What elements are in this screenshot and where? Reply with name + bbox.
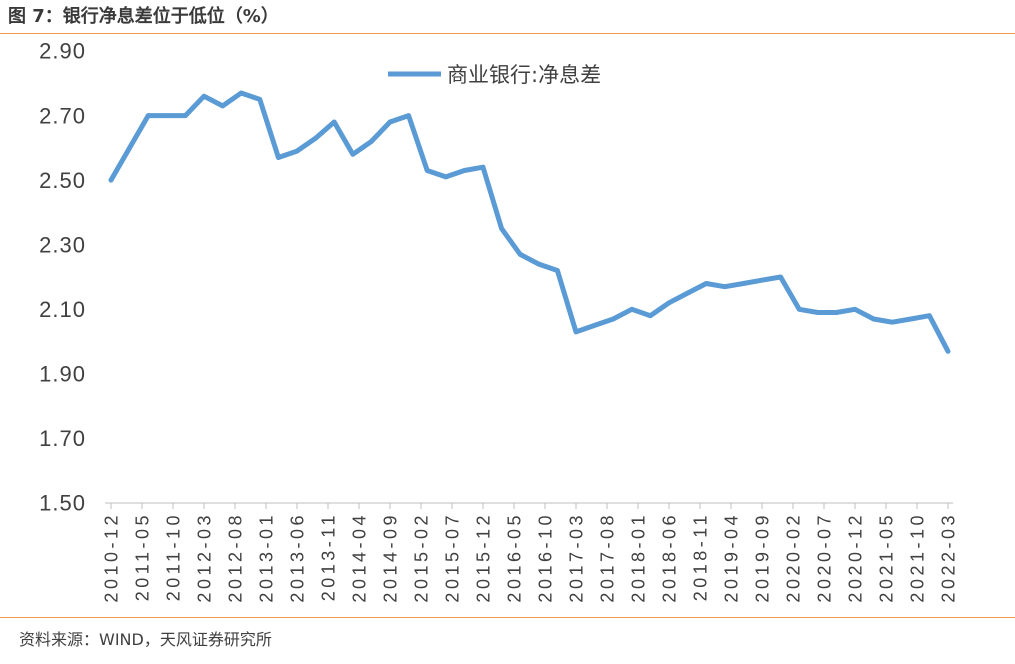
series-line bbox=[108, 90, 951, 354]
data-point bbox=[703, 281, 709, 286]
x-tick-label: 2013-11 bbox=[318, 512, 338, 601]
x-tick-label: 2010-12 bbox=[101, 512, 121, 603]
data-point bbox=[406, 113, 411, 118]
x-tick-label: 2022-03 bbox=[938, 512, 958, 603]
y-tick-label: 1.70 bbox=[39, 426, 86, 451]
x-tick-label: 2018-01 bbox=[628, 512, 648, 603]
y-tick-label: 1.90 bbox=[39, 362, 86, 387]
y-axis-labels: 1.50 1.70 1.90 2.10 2.30 2.50 2.70 2.90 bbox=[39, 39, 86, 516]
data-point bbox=[871, 316, 876, 322]
data-point bbox=[741, 281, 746, 286]
x-tick-label: 2012-03 bbox=[194, 512, 214, 603]
x-tick-label: 2020-02 bbox=[783, 512, 803, 603]
data-point bbox=[685, 290, 690, 296]
x-tick-label: 2012-08 bbox=[225, 512, 245, 603]
data-point bbox=[908, 316, 914, 322]
data-point bbox=[648, 313, 653, 319]
data-point bbox=[424, 168, 430, 173]
data-point bbox=[220, 103, 225, 109]
data-point bbox=[945, 349, 951, 354]
data-point bbox=[573, 329, 579, 335]
x-tick-label: 2020-07 bbox=[814, 512, 834, 603]
x-tick-label: 2019-09 bbox=[752, 512, 772, 603]
data-point bbox=[387, 119, 393, 125]
data-point bbox=[276, 155, 281, 160]
source-divider bbox=[0, 617, 1015, 618]
data-point bbox=[462, 168, 467, 173]
x-tick-label: 2021-10 bbox=[907, 512, 927, 603]
data-point bbox=[517, 252, 523, 257]
y-tick-label: 2.30 bbox=[39, 232, 86, 257]
data-point bbox=[183, 113, 188, 118]
y-tick-label: 2.90 bbox=[39, 39, 86, 64]
data-point bbox=[499, 226, 504, 231]
data-point bbox=[294, 148, 300, 154]
data-point bbox=[369, 139, 374, 144]
x-tick-label: 2020-12 bbox=[845, 512, 865, 603]
data-point bbox=[350, 152, 356, 157]
y-tick-label: 2.50 bbox=[39, 168, 86, 193]
data-point bbox=[536, 261, 542, 267]
legend-label: 商业银行:净息差 bbox=[447, 63, 601, 87]
data-point bbox=[164, 113, 170, 118]
x-tick-label: 2013-01 bbox=[256, 512, 276, 603]
data-point bbox=[555, 268, 560, 273]
data-point bbox=[257, 97, 263, 102]
title-divider bbox=[0, 33, 1015, 34]
x-tick-label: 2015-12 bbox=[473, 512, 493, 603]
y-tick-label: 2.10 bbox=[39, 297, 86, 322]
x-tick-label: 2011-10 bbox=[163, 512, 183, 601]
data-point bbox=[443, 174, 449, 180]
data-point bbox=[889, 319, 895, 325]
data-point bbox=[127, 145, 132, 151]
x-tick-label: 2011-05 bbox=[132, 512, 152, 601]
source-note: 资料来源：WIND，天风证券研究所 bbox=[19, 630, 272, 649]
x-tick-label: 2014-09 bbox=[380, 512, 400, 603]
x-tick-label: 2016-10 bbox=[535, 512, 555, 603]
data-point bbox=[778, 274, 783, 280]
x-axis-labels: 2010-12 2011-05 2011-10 2012-03 2012-08 2013-… bbox=[101, 512, 958, 603]
x-tick-label: 2021-05 bbox=[876, 512, 896, 603]
data-point bbox=[592, 323, 597, 328]
data-point bbox=[108, 177, 114, 183]
x-tick-label: 2016-05 bbox=[504, 512, 524, 603]
x-tick-label: 2018-06 bbox=[659, 512, 679, 603]
y-tick-label: 2.70 bbox=[39, 103, 86, 128]
data-points bbox=[108, 90, 951, 354]
data-point bbox=[313, 135, 318, 141]
data-point bbox=[331, 119, 337, 125]
x-tick-label: 2017-08 bbox=[597, 512, 617, 603]
data-point bbox=[201, 93, 207, 99]
data-point bbox=[480, 164, 486, 170]
data-point bbox=[759, 277, 765, 283]
legend: 商业银行:净息差 bbox=[388, 63, 601, 87]
data-point bbox=[815, 310, 821, 315]
data-point bbox=[629, 307, 635, 312]
data-point bbox=[145, 113, 151, 118]
x-tick-label: 2018-11 bbox=[690, 512, 710, 601]
data-point bbox=[722, 284, 728, 290]
x-tick-label: 2013-06 bbox=[287, 512, 307, 603]
y-tick-label: 1.50 bbox=[39, 491, 86, 516]
x-axis-ticks bbox=[110, 503, 949, 509]
x-tick-label: 2014-04 bbox=[349, 512, 369, 603]
data-point bbox=[238, 90, 244, 96]
data-point bbox=[796, 307, 802, 312]
x-tick-label: 2015-07 bbox=[442, 512, 462, 603]
data-point bbox=[666, 300, 672, 306]
data-point bbox=[610, 316, 616, 322]
x-tick-label: 2017-03 bbox=[566, 512, 586, 603]
figure-title: 图 7：银行净息差位于低位（%） bbox=[8, 6, 279, 27]
x-tick-label: 2019-04 bbox=[721, 512, 741, 603]
data-point bbox=[852, 307, 858, 312]
data-point bbox=[834, 310, 839, 315]
data-point bbox=[927, 313, 932, 319]
x-tick-label: 2015-02 bbox=[411, 512, 431, 603]
